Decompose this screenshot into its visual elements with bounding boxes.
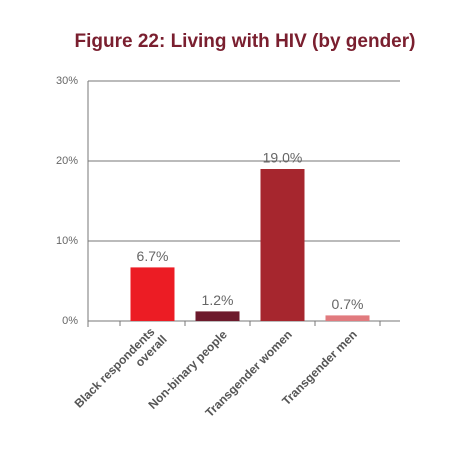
value-label: 6.7% [137, 248, 169, 264]
value-label: 19.0% [263, 150, 303, 166]
value-label: 1.2% [202, 292, 234, 308]
value-label: 0.7% [332, 296, 364, 312]
bar [325, 315, 370, 321]
bar [260, 169, 305, 321]
y-tick-label: 10% [56, 235, 78, 247]
y-tick-label: 20% [56, 155, 78, 167]
y-tick-label: 30% [56, 75, 78, 87]
chart-title: Figure 22: Living with HIV (by gender) [75, 31, 416, 52]
bar [130, 267, 175, 321]
y-tick-label: 0% [62, 315, 78, 327]
bar [195, 311, 240, 321]
